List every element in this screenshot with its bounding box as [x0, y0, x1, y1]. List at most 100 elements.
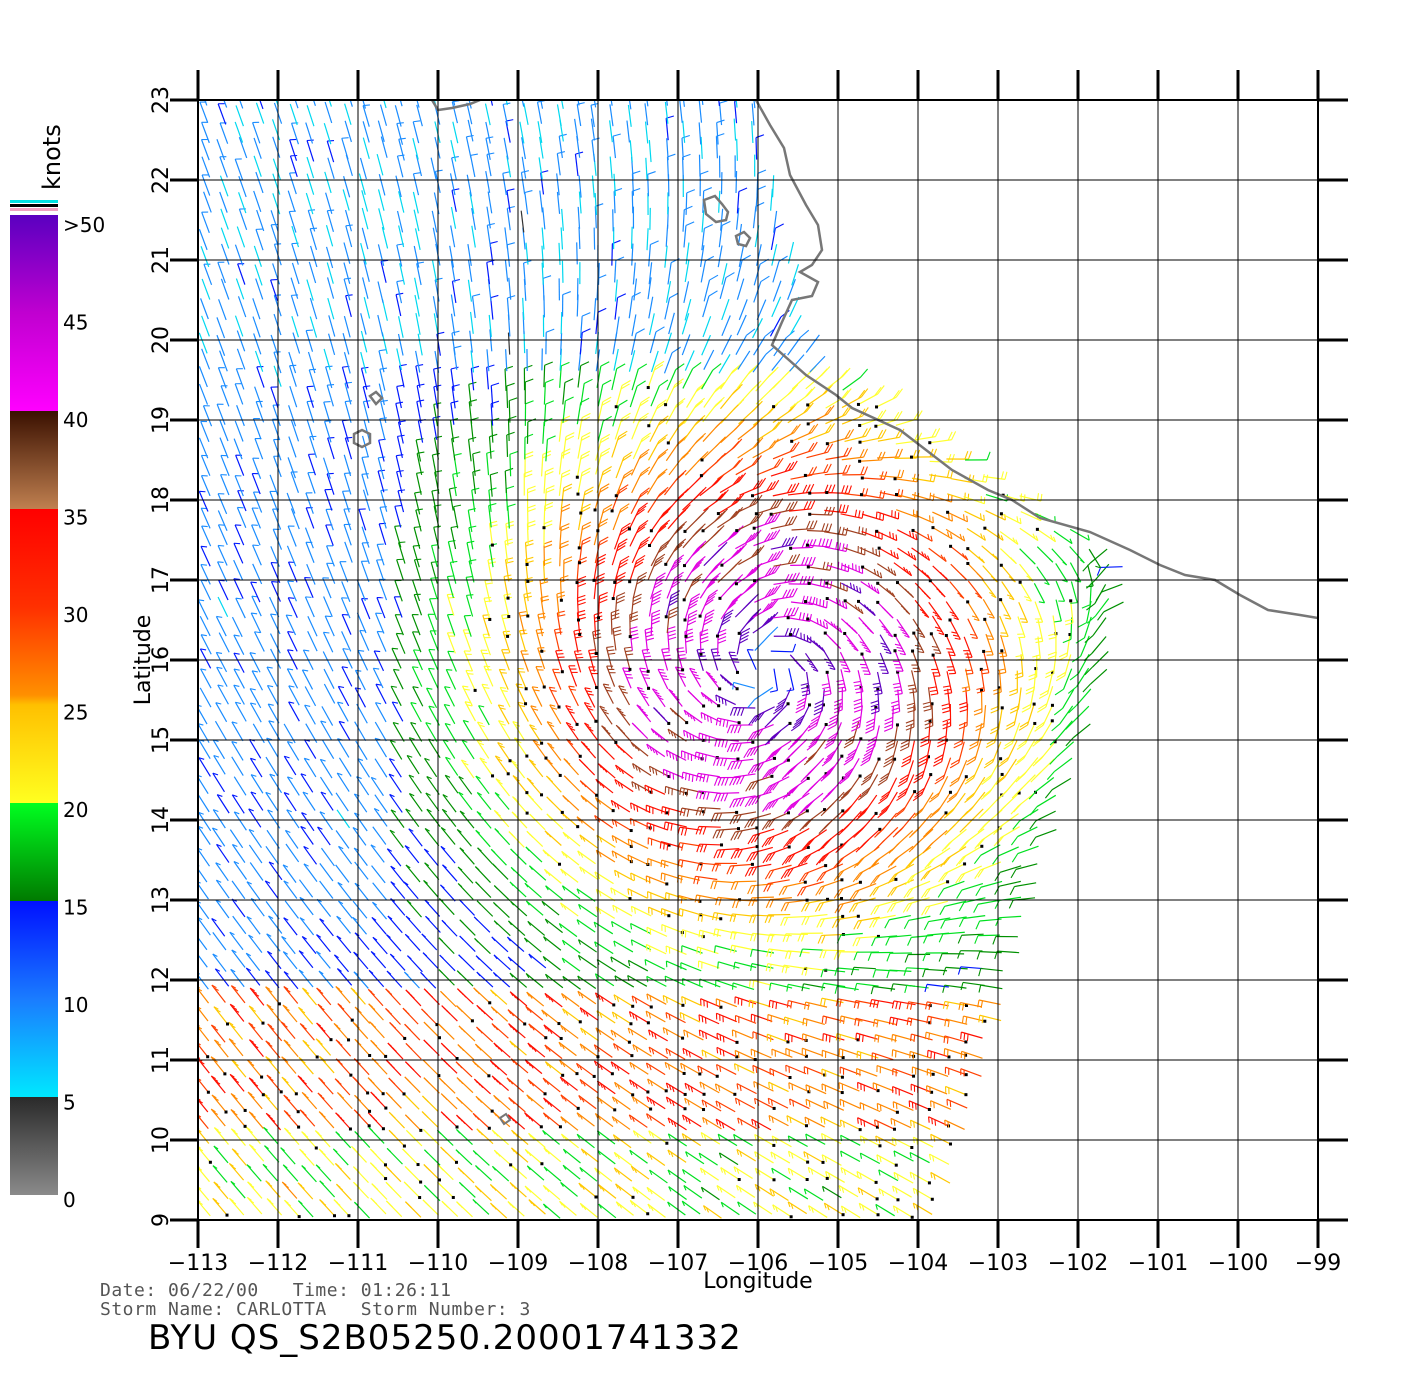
wind-barb [354, 1006, 371, 1024]
wind-barb [770, 515, 798, 530]
wind-barb [252, 417, 262, 440]
wind-barb [966, 547, 985, 564]
wind-barb [560, 332, 563, 355]
wind-barb [438, 1023, 455, 1040]
wind-barb [288, 436, 297, 458]
wind-barb [490, 382, 500, 408]
wind-barb [612, 1134, 632, 1149]
wind-barb [562, 831, 581, 847]
wind-barb [405, 808, 420, 828]
wind-barb [407, 955, 423, 973]
wind-barb [354, 1094, 372, 1113]
wind-barb [729, 931, 754, 940]
wind-barb [559, 1076, 578, 1091]
wind-barb [217, 684, 229, 705]
wind-barb [927, 1049, 951, 1060]
wind-barb [200, 563, 211, 585]
wind-barb [510, 866, 528, 883]
wind-barb [506, 188, 515, 213]
wind-barb [646, 468, 668, 495]
wind-barb [251, 473, 261, 495]
wind-barb [961, 668, 971, 693]
wind-barb [219, 350, 228, 372]
wind-barb [200, 420, 210, 443]
wind-barb [631, 363, 648, 391]
wind-barb [265, 791, 279, 812]
wind-barb [871, 1052, 894, 1061]
wind-barb [476, 739, 490, 759]
wind-barb [265, 986, 281, 1006]
wind-barb [815, 843, 844, 866]
wind-barb [599, 705, 613, 725]
wind-barb [678, 907, 703, 917]
wind-barb [250, 898, 265, 917]
wind-barb [543, 1203, 561, 1219]
wind-barb [560, 311, 563, 335]
wind-barb [254, 437, 264, 460]
wind-barb [610, 956, 631, 969]
wind-barb [253, 155, 262, 177]
wind-barb [646, 926, 668, 937]
wind-barb [727, 758, 754, 771]
wind-barb [751, 1118, 772, 1131]
wind-barb [354, 669, 366, 691]
wind-barb [493, 1042, 511, 1058]
wind-barb [565, 705, 579, 726]
wind-barb [641, 648, 653, 673]
wind-barb [929, 632, 942, 655]
wind-barb [286, 668, 299, 689]
wind-barb [429, 630, 439, 652]
wind-barb [370, 844, 385, 863]
wind-barb [396, 384, 405, 409]
wind-barb [360, 330, 368, 353]
wind-barb [327, 297, 335, 320]
wind-barb [544, 992, 563, 1008]
wind-barb [238, 137, 248, 159]
wind-barb [489, 1060, 508, 1076]
wind-barb [450, 139, 457, 162]
wind-barb [978, 984, 1003, 993]
wind-barb [931, 615, 945, 636]
wind-barb [801, 983, 826, 992]
wind-barb [736, 314, 747, 336]
wind-barb [369, 1021, 385, 1039]
wind-barb [396, 210, 404, 233]
wind-barb [376, 153, 384, 176]
wind-barb [614, 279, 618, 302]
wind-barb [1067, 667, 1090, 694]
wind-barb [263, 1126, 279, 1145]
wind-barb [844, 526, 867, 536]
wind-barb [994, 880, 1021, 895]
wind-barb [593, 921, 614, 935]
wind-barb [321, 739, 335, 759]
wind-barb [631, 314, 637, 337]
wind-barb [475, 1165, 493, 1181]
wind-barb [490, 1202, 508, 1219]
wind-barb [773, 210, 778, 233]
wind-barb [650, 609, 661, 636]
wind-barb [368, 969, 385, 988]
wind-barb [423, 1077, 440, 1094]
wind-barb [682, 205, 693, 232]
wind-barb [932, 565, 950, 582]
wind-barb [646, 100, 649, 107]
wind-barb [839, 1098, 861, 1109]
wind-barb [948, 618, 961, 640]
wind-barb [270, 648, 282, 669]
wind-barb [577, 206, 581, 229]
wind-barb [878, 619, 894, 638]
wind-barb [282, 864, 297, 884]
wind-barb [615, 451, 633, 479]
wind-barb [328, 100, 332, 107]
wind-barb [358, 508, 367, 531]
wind-barb [342, 333, 350, 355]
wind-barb [700, 436, 726, 462]
wind-barb [628, 100, 632, 110]
wind-barb [966, 738, 982, 766]
wind-barb [288, 701, 300, 722]
wind-barb [736, 254, 751, 282]
wind-barb [527, 504, 536, 530]
wind-barb [648, 313, 655, 335]
wind-barb [992, 846, 1019, 865]
wind-barb [578, 536, 591, 565]
